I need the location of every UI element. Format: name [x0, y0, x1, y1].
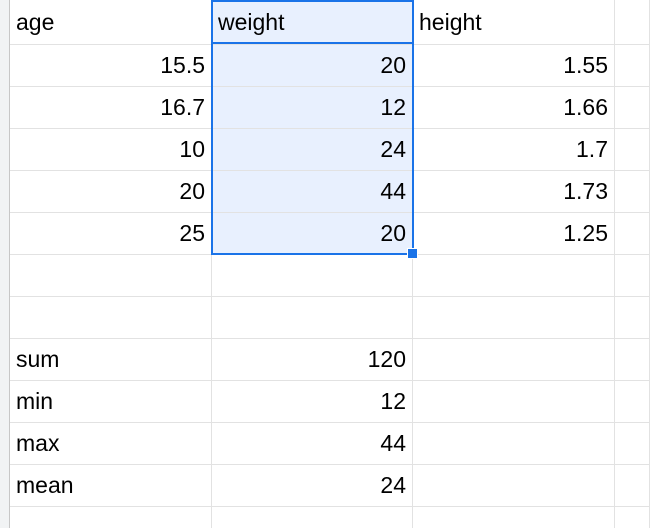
cell-c3[interactable]: 1.66	[413, 87, 615, 129]
cell-d7[interactable]	[615, 255, 650, 297]
cell-a13[interactable]	[10, 507, 212, 528]
cell-b8[interactable]	[212, 297, 413, 339]
cell-c5[interactable]: 1.73	[413, 171, 615, 213]
cell-a11-max-label[interactable]: max	[10, 423, 212, 465]
cell-d5[interactable]	[615, 171, 650, 213]
cell-d1[interactable]	[615, 0, 650, 45]
cell-d10[interactable]	[615, 381, 650, 423]
cell-a9-sum-label[interactable]: sum	[10, 339, 212, 381]
cell-b10-min-value[interactable]: 12	[212, 381, 413, 423]
spreadsheet-grid: age weight height 15.5 20 1.55 16.7 12 1…	[10, 0, 650, 528]
cell-c7[interactable]	[413, 255, 615, 297]
cell-b6[interactable]: 20	[212, 213, 413, 255]
cell-c11[interactable]	[413, 423, 615, 465]
cell-a1-age-header[interactable]: age	[10, 0, 212, 45]
cell-b11-max-value[interactable]: 44	[212, 423, 413, 465]
cell-a5[interactable]: 20	[10, 171, 212, 213]
cell-a7[interactable]	[10, 255, 212, 297]
cell-c9[interactable]	[413, 339, 615, 381]
cell-d13[interactable]	[615, 507, 650, 528]
cell-b4[interactable]: 24	[212, 129, 413, 171]
cell-a2[interactable]: 15.5	[10, 45, 212, 87]
row-header-strip[interactable]	[0, 0, 10, 528]
cell-d4[interactable]	[615, 129, 650, 171]
cell-b13[interactable]	[212, 507, 413, 528]
cell-c6[interactable]: 1.25	[413, 213, 615, 255]
cell-b12-mean-value[interactable]: 24	[212, 465, 413, 507]
cell-c12[interactable]	[413, 465, 615, 507]
cell-c2[interactable]: 1.55	[413, 45, 615, 87]
cell-b9-sum-value[interactable]: 120	[212, 339, 413, 381]
fill-handle[interactable]	[407, 248, 418, 259]
cell-d8[interactable]	[615, 297, 650, 339]
cell-d12[interactable]	[615, 465, 650, 507]
cell-c10[interactable]	[413, 381, 615, 423]
cell-d6[interactable]	[615, 213, 650, 255]
cell-a10-min-label[interactable]: min	[10, 381, 212, 423]
cell-a3[interactable]: 16.7	[10, 87, 212, 129]
cell-a8[interactable]	[10, 297, 212, 339]
cell-d2[interactable]	[615, 45, 650, 87]
cell-c8[interactable]	[413, 297, 615, 339]
cell-b3[interactable]: 12	[212, 87, 413, 129]
cell-b2[interactable]: 20	[212, 45, 413, 87]
cell-a4[interactable]: 10	[10, 129, 212, 171]
cell-a12-mean-label[interactable]: mean	[10, 465, 212, 507]
cell-b1-weight-header[interactable]: weight	[212, 0, 413, 45]
cell-c1-height-header[interactable]: height	[413, 0, 615, 45]
cell-b5[interactable]: 44	[212, 171, 413, 213]
cell-c4[interactable]: 1.7	[413, 129, 615, 171]
cell-b7[interactable]	[212, 255, 413, 297]
cell-d9[interactable]	[615, 339, 650, 381]
cell-d11[interactable]	[615, 423, 650, 465]
cell-d3[interactable]	[615, 87, 650, 129]
cell-c13[interactable]	[413, 507, 615, 528]
cell-a6[interactable]: 25	[10, 213, 212, 255]
